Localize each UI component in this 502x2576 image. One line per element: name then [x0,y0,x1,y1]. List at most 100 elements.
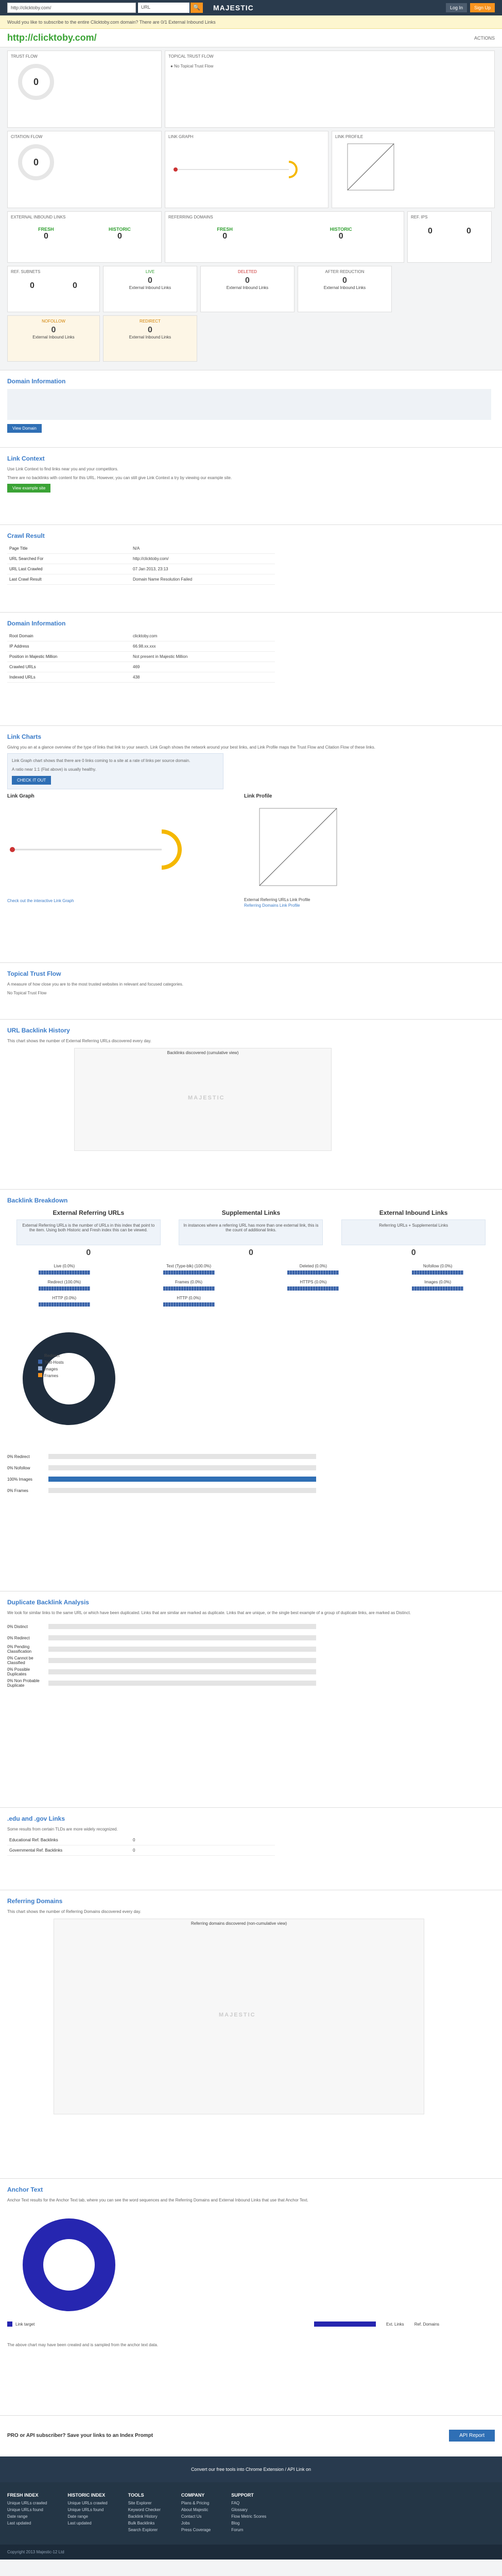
login-button[interactable]: Log In [445,3,467,12]
link-category[interactable]: HTTP (0.0%) [7,1296,122,1307]
ref-domains-profile-link[interactable]: Referring Domains Link Profile [244,903,300,908]
count[interactable]: 0 [245,276,250,285]
row-value[interactable]: http://clicktoby.com/ [131,553,275,564]
breakdown-count[interactable]: 0 [411,1248,416,1257]
row-value[interactable]: 438 [131,672,275,683]
fresh-count[interactable]: 0 [222,232,228,241]
link-profile-card[interactable]: LINK PROFILE [332,131,495,208]
count[interactable]: 0 [51,326,56,334]
footer-link[interactable]: Last updated [7,2521,31,2526]
footer-link[interactable]: Plans & Pricing [181,2501,210,2505]
view-domain-button[interactable]: View Domain [7,424,42,433]
row-value[interactable]: 0 [131,1845,275,1856]
row-value[interactable]: clicktoby.com [131,631,275,641]
footer-link[interactable]: Date range [7,2514,28,2519]
watermark: MAJESTIC [219,2012,256,2019]
link-category[interactable]: HTTPS (0.0%) [256,1280,371,1291]
row-value[interactable]: Not present in Majestic Million [131,651,275,662]
history-chart[interactable]: Backlinks discovered (cumulative view) M… [74,1048,332,1151]
footer-link[interactable]: About Majestic [181,2507,209,2512]
row-value[interactable]: N/A [131,544,275,554]
footer-link[interactable]: Bulk Backlinks [128,2521,155,2526]
api-report-button[interactable]: API Report [449,2430,495,2442]
donut-ring [23,2218,115,2312]
footer-link[interactable]: FAQ [231,2501,240,2505]
footer-link[interactable]: Search Explorer [128,2528,158,2532]
anchor-row[interactable]: Link target Ext. Links Ref. Domains [7,2321,491,2327]
footer-heading: COMPANY [181,2493,205,2498]
count[interactable]: 0 [342,276,347,285]
signup-button[interactable]: Sign Up [470,3,495,12]
footer-link[interactable]: Forum [231,2528,244,2532]
ref-domains-chart[interactable]: Referring domains discovered (non-cumula… [54,1919,424,2115]
breakdown-count[interactable]: 0 [249,1248,253,1257]
footer-link[interactable]: Unique URLs found [7,2507,43,2512]
scope-select[interactable]: URL [138,3,189,13]
footer-link[interactable]: Unique URLs crawled [7,2501,47,2505]
section-title: Domain Information [7,378,66,385]
link-category[interactable]: Redirect (100.0%) [7,1280,122,1291]
historic-count[interactable]: 0 [338,232,343,241]
row-value[interactable]: Domain Name Resolution Failed [131,574,275,585]
bar-label: 0% Redirect [7,1454,30,1459]
breakdown-count[interactable]: 0 [86,1248,91,1257]
category-bar [163,1286,215,1291]
historic-count[interactable]: 0 [117,232,122,241]
bar-row[interactable]: 0% Possible Duplicates [7,1666,495,1677]
view-example-button[interactable]: View example site [7,484,51,493]
footer-link[interactable]: Press Coverage [181,2528,211,2532]
actions-menu[interactable]: ACTIONS [474,35,495,41]
footer-link[interactable]: Keyword Checker [128,2507,161,2512]
fresh-count[interactable]: 0 [43,232,48,241]
bar-row[interactable]: 0% Redirect [7,1632,495,1643]
link-profile-chart[interactable] [244,803,347,896]
footer-link[interactable]: Last updated [67,2521,92,2526]
interactive-graph-link[interactable]: Check out the interactive Link Graph [7,898,74,903]
historic-label: HISTORIC [330,227,352,232]
footer-link[interactable]: Unique URLs crawled [67,2501,108,2505]
breakdown-heading: Supplemental Links [221,1209,281,1216]
bar-row[interactable]: 0% Frames [7,1485,495,1496]
bar-row[interactable]: 0% Nofollow [7,1462,495,1473]
row-value[interactable]: 66.98.xx.xxx [131,641,275,652]
footer-link[interactable]: Blog [231,2521,240,2526]
footer-link[interactable]: Backlink History [128,2514,158,2519]
link-category[interactable]: Nofollow (0.0%) [380,1264,495,1275]
row-value[interactable]: 469 [131,662,275,672]
category-bar [163,1302,215,1307]
footer-link[interactable]: Jobs [181,2521,190,2526]
bar-row[interactable]: 0% Distinct [7,1621,495,1632]
bar-row[interactable]: 0% Non Probable Duplicate [7,1677,495,1689]
majestic-logo[interactable]: MAJESTIC [213,4,254,12]
bar-row[interactable]: 0% Cannot be Classified [7,1655,495,1666]
row-value[interactable]: 0 [131,1835,275,1846]
link-category[interactable]: Deleted (0.0%) [256,1264,371,1275]
count[interactable]: 0 [148,276,152,285]
link-graph-chart[interactable] [7,803,223,896]
bar-row[interactable]: 100% Images [7,1473,495,1485]
count: 0 [30,281,34,290]
edu-gov-table: Educational Ref. Backlinks 0 Governmental … [7,1835,275,1856]
footer-link[interactable]: Site Explorer [128,2501,152,2505]
link-graph-card[interactable]: LINK GRAPH [165,131,328,208]
link-category[interactable]: Images (0.0%) [380,1280,495,1291]
link-category[interactable]: Text (Type-blk) (100.0%) [132,1264,246,1275]
footer-link[interactable]: Glossary [231,2507,248,2512]
row-value[interactable]: 07 Jan 2013, 23:13 [131,564,275,574]
footer-link[interactable]: Flow Metric Scores [231,2514,267,2519]
footer-link[interactable]: Date range [67,2514,88,2519]
footer-column: FRESH INDEX Unique URLs crawled Unique URL… [7,2493,47,2534]
bar-row[interactable]: 0% Pending Classification [7,1643,495,1655]
count[interactable]: 0 [148,326,152,334]
footer-link[interactable]: Unique URLs found [67,2507,104,2512]
link-category[interactable]: Frames (0.0%) [132,1280,246,1291]
footer-link[interactable]: Contact Us [181,2514,202,2519]
link-type-donut[interactable] [18,1327,120,1430]
link-category[interactable]: HTTP (0.0%) [132,1296,246,1307]
bar-row[interactable]: 0% Redirect [7,1451,495,1462]
link-category[interactable]: Live (0.0%) [7,1264,122,1275]
anchor-donut[interactable] [18,2213,120,2316]
search-button[interactable]: 🔍 [191,3,203,13]
check-it-out-button[interactable]: CHECK IT OUT [12,775,51,785]
search-input[interactable]: http://clicktoby.com/ [7,3,136,13]
